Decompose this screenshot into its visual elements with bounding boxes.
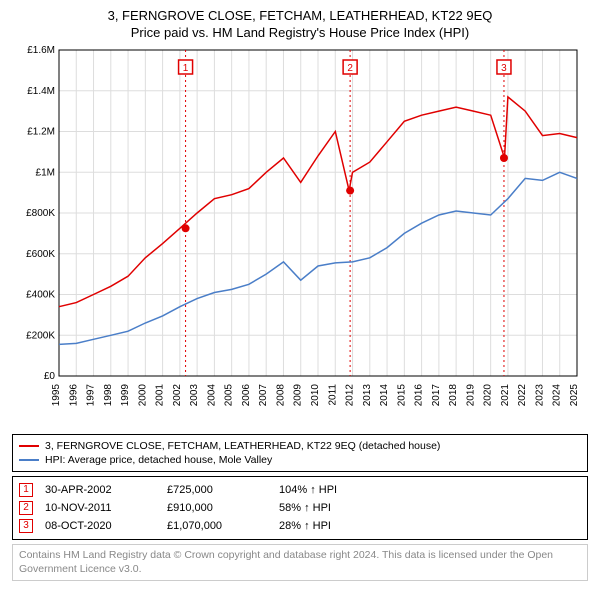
svg-text:£600K: £600K — [26, 249, 55, 260]
chart-title-main: 3, FERNGROVE CLOSE, FETCHAM, LEATHERHEAD… — [12, 8, 588, 23]
sale-marker: 1 — [19, 483, 33, 497]
svg-text:2018: 2018 — [448, 384, 459, 407]
svg-text:2: 2 — [347, 63, 353, 74]
legend-swatch — [19, 459, 39, 461]
svg-text:2003: 2003 — [189, 384, 200, 407]
plot-area: £0 £200K £400K £600K £800K £1M £1.2M £1.4M £1.6M… — [15, 44, 585, 424]
legend: 3, FERNGROVE CLOSE, FETCHAM, LEATHERHEAD… — [12, 434, 588, 472]
sale-date: 08-OCT-2020 — [45, 520, 155, 532]
attribution-text: Contains HM Land Registry data © Crown c… — [12, 544, 588, 581]
svg-text:2023: 2023 — [534, 384, 545, 407]
sale-price: £910,000 — [167, 502, 267, 514]
svg-text:2011: 2011 — [327, 384, 338, 406]
svg-text:2007: 2007 — [258, 384, 269, 407]
svg-text:2022: 2022 — [517, 384, 528, 407]
svg-text:2000: 2000 — [137, 384, 148, 407]
sale-date: 10-NOV-2011 — [45, 502, 155, 514]
line-chart: £0 £200K £400K £600K £800K £1M £1.2M £1.4M £1.6M… — [15, 44, 585, 424]
sale-date: 30-APR-2002 — [45, 484, 155, 496]
sale-price: £1,070,000 — [167, 520, 267, 532]
svg-text:2010: 2010 — [310, 384, 321, 407]
svg-text:2016: 2016 — [414, 384, 425, 407]
svg-text:2017: 2017 — [431, 384, 442, 407]
svg-text:2025: 2025 — [569, 384, 580, 407]
svg-text:1999: 1999 — [120, 384, 131, 407]
svg-text:2008: 2008 — [275, 384, 286, 407]
legend-label: 3, FERNGROVE CLOSE, FETCHAM, LEATHERHEAD… — [45, 440, 440, 452]
legend-item: 3, FERNGROVE CLOSE, FETCHAM, LEATHERHEAD… — [19, 439, 581, 453]
svg-text:£800K: £800K — [26, 208, 55, 219]
svg-text:1: 1 — [183, 63, 189, 74]
svg-text:2002: 2002 — [172, 384, 183, 407]
svg-text:1996: 1996 — [68, 384, 79, 407]
svg-text:1995: 1995 — [51, 384, 62, 407]
svg-text:2019: 2019 — [465, 384, 476, 407]
sale-pct: 58% ↑ HPI — [279, 502, 581, 514]
svg-text:£1.4M: £1.4M — [27, 86, 55, 97]
sale-row: 1 30-APR-2002 £725,000 104% ↑ HPI — [19, 481, 581, 499]
svg-text:2009: 2009 — [293, 384, 304, 407]
sales-table: 1 30-APR-2002 £725,000 104% ↑ HPI 2 10-NOV-20… — [12, 476, 588, 540]
chart-title-sub: Price paid vs. HM Land Registry's House … — [12, 25, 588, 40]
svg-text:£0: £0 — [44, 371, 56, 382]
svg-text:2021: 2021 — [500, 384, 511, 407]
legend-item: HPI: Average price, detached house, Mole… — [19, 453, 581, 467]
svg-text:1997: 1997 — [86, 384, 97, 407]
svg-text:2020: 2020 — [483, 384, 494, 407]
svg-text:2006: 2006 — [241, 384, 252, 407]
sale-pct: 104% ↑ HPI — [279, 484, 581, 496]
legend-label: HPI: Average price, detached house, Mole… — [45, 454, 272, 466]
svg-text:1998: 1998 — [103, 384, 114, 407]
legend-swatch — [19, 445, 39, 447]
svg-text:2015: 2015 — [396, 384, 407, 407]
svg-text:2024: 2024 — [552, 384, 563, 407]
svg-text:3: 3 — [501, 63, 507, 74]
sale-marker: 3 — [19, 519, 33, 533]
svg-text:2014: 2014 — [379, 384, 390, 407]
svg-text:2001: 2001 — [155, 384, 166, 407]
svg-text:2004: 2004 — [206, 384, 217, 407]
svg-text:£200K: £200K — [26, 330, 55, 341]
svg-text:2012: 2012 — [345, 384, 356, 407]
svg-text:£1.2M: £1.2M — [27, 127, 55, 138]
sale-row: 3 08-OCT-2020 £1,070,000 28% ↑ HPI — [19, 517, 581, 535]
svg-text:£1.6M: £1.6M — [27, 45, 55, 56]
sale-row: 2 10-NOV-2011 £910,000 58% ↑ HPI — [19, 499, 581, 517]
svg-text:2005: 2005 — [224, 384, 235, 407]
svg-text:£1M: £1M — [36, 167, 55, 178]
sale-marker: 2 — [19, 501, 33, 515]
sale-pct: 28% ↑ HPI — [279, 520, 581, 532]
svg-text:2013: 2013 — [362, 384, 373, 407]
sale-price: £725,000 — [167, 484, 267, 496]
svg-text:£400K: £400K — [26, 290, 55, 301]
